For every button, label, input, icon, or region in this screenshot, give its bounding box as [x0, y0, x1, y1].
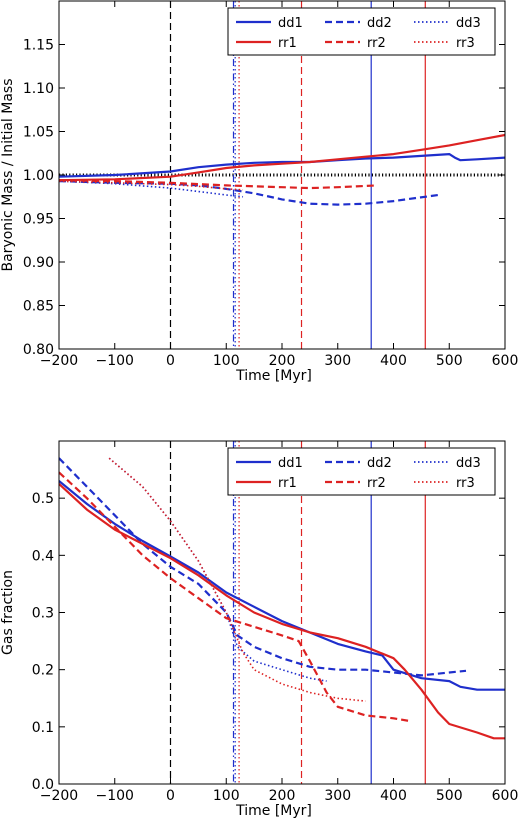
x-tick-label: 400: [380, 353, 407, 369]
series-rr1: [59, 483, 505, 740]
x-tick-label: 400: [380, 788, 407, 804]
x-tick-label: 200: [269, 353, 296, 369]
legend-label-rr2: rr2: [367, 36, 386, 51]
x-tick-label: 500: [436, 788, 463, 804]
y-tick-label: 0.85: [23, 299, 54, 315]
legend-label-dd2: dd2: [367, 16, 392, 31]
x-tick-label: 0: [166, 353, 175, 369]
legend: dd1 dd2 dd3 rr1 rr2 rr3: [227, 447, 496, 496]
legend-label-dd3: dd3: [456, 456, 481, 471]
legend-label-rr1: rr1: [278, 36, 297, 51]
x-tick-label: 300: [324, 788, 351, 804]
legend-box: [227, 7, 496, 56]
x-tick-label: −100: [96, 353, 134, 369]
legend-box: [227, 447, 496, 496]
series-rr3: [108, 457, 366, 702]
legend-label-dd3: dd3: [456, 16, 481, 31]
legend-label-rr1: rr1: [278, 476, 297, 491]
legend-label-dd2: dd2: [367, 456, 392, 471]
plot-panel-1: −200 −100 0 100 200 300 400 500 600 0.80 0.85 0.90 0…: [0, 0, 519, 384]
legend-label-dd1: dd1: [278, 16, 303, 31]
y-axis-label: Baryonic Mass / Initial Mass: [0, 79, 16, 272]
y-tick-label: 0.0: [32, 777, 54, 793]
y-tick-label: 0.80: [23, 342, 54, 358]
legend-label-dd1: dd1: [278, 456, 303, 471]
legend: dd1 dd2 dd3 rr1 rr2 rr3: [227, 7, 496, 56]
y-tick-label: 1.05: [23, 125, 54, 141]
x-tick-label: −200: [40, 788, 78, 804]
plot-area: [59, 441, 505, 784]
series-dd1: [59, 153, 505, 178]
x-axis-label: Time [Myr]: [235, 803, 312, 819]
x-tick-label: 0: [166, 788, 175, 804]
legend-label-rr3: rr3: [456, 476, 475, 491]
legend-label-rr2: rr2: [367, 476, 386, 491]
series-dd1: [59, 480, 505, 691]
y-tick-label: 0.95: [23, 212, 54, 228]
y-tick-label: 0.90: [23, 255, 54, 271]
legend-label-rr3: rr3: [456, 36, 475, 51]
y-tick-label: 1.15: [23, 38, 54, 54]
x-tick-label: 100: [213, 353, 240, 369]
x-tick-label: 600: [492, 353, 519, 369]
x-tick-label: −200: [40, 353, 78, 369]
y-tick-label: 0.2: [32, 663, 54, 679]
y-tick-label: 0.5: [32, 491, 54, 507]
y-tick-label: 0.4: [32, 548, 54, 564]
series-dd2: [59, 180, 439, 206]
x-tick-label: 300: [324, 353, 351, 369]
series-rr1: [59, 133, 505, 182]
y-tick-label: 1.10: [23, 81, 54, 97]
x-tick-label: 200: [269, 788, 296, 804]
x-tick-label: −100: [96, 788, 134, 804]
x-tick-label: 100: [213, 788, 240, 804]
y-tick-label: 0.1: [32, 720, 54, 736]
y-tick-label: 0.3: [32, 606, 54, 622]
x-tick-label: 600: [492, 788, 519, 804]
x-axis-label: Time [Myr]: [235, 368, 312, 384]
y-axis-label: Gas fraction: [0, 570, 16, 655]
y-tick-label: 1.00: [23, 168, 54, 184]
plot-area: [59, 1, 505, 349]
series-rr2: [59, 471, 411, 723]
series-dd3: [108, 457, 327, 682]
plot-panel-2: −200 −100 0 100 200 300 400 500 600 0.0 0.1 0.2 0.3 0…: [0, 440, 519, 819]
x-tick-label: 500: [436, 353, 463, 369]
